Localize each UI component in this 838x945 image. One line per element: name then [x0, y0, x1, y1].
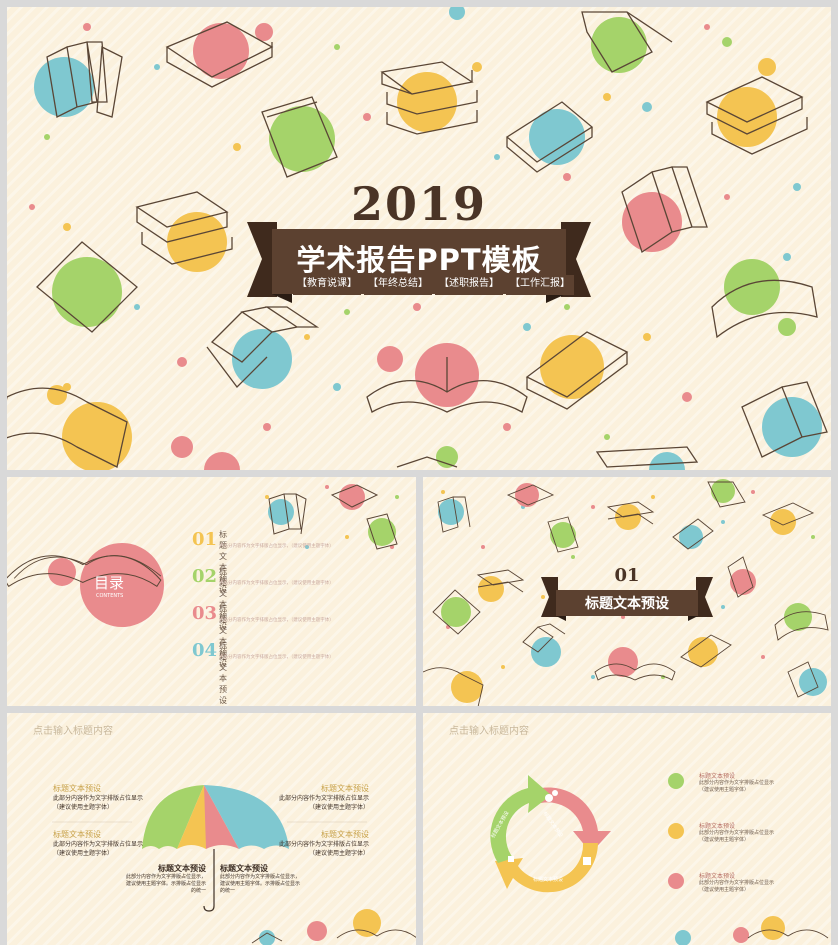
cover-tag: 【年终总结】 [364, 275, 432, 295]
section-number: 01 [614, 565, 640, 586]
umbrella-item-desc: （建议使用主题字体） [53, 850, 114, 857]
umbrella-left-item: 标题文本预设 此部分内容作为文字排版占位显示 （建议使用主题字体） [53, 829, 143, 858]
cover-title: 学术报告PPT模板 [296, 243, 542, 277]
book-doodles [7, 11, 828, 470]
cover-tags: 【教育说课】 【年终总结】 【述职报告】 【工作汇报】 [293, 275, 574, 295]
toc-item-sub: 点击分内容作为文字排版占位显示，（建议使用主题字体） [219, 618, 334, 623]
cycle-item: 标题文本预设 此部分内容作为文字排版占位显示 （建议使用主题字体） [699, 871, 774, 894]
cover-slide[interactable]: 2019 学术报告PPT模板 【教育说课】 【年终总结】 【述职报告】 【工作汇… [7, 7, 831, 470]
umbrella-item-desc: 此部分内容作为文字排版占位显示 [278, 795, 369, 802]
umbrella-item-desc: 此部分内容作为文字排版占位显示 [278, 841, 369, 848]
cover-tag: 【工作汇报】 [506, 275, 574, 295]
cycle-item-desc: 此部分内容作为文字排版占位显示 [699, 880, 775, 886]
umbrella-item-desc: 建议使用主题字体。示排版占位显示 [125, 881, 206, 887]
confetti-dots [29, 7, 801, 468]
cycle-diagram [490, 773, 829, 945]
book-doodles [268, 484, 398, 550]
cover-tag: 【述职报告】 [435, 275, 503, 295]
cycle-item-desc: （建议使用主题字体） [699, 837, 750, 843]
umbrella-item-desc: 此部分内容作为文字排版占位显示 [53, 841, 144, 848]
cycle-item-title: 标题文本预设 [699, 823, 736, 830]
umbrella-item-title: 标题文本预设 [321, 784, 369, 793]
umbrella-item-desc: 此部分内容作为文字排版占位显示， [125, 874, 206, 880]
toc-item-label: 标题文本预设 [219, 567, 227, 631]
umbrella-right-item: 标题文本预设 此部分内容作为文字排版占位显示 （建议使用主题字体） [273, 829, 369, 858]
cycle-slide[interactable]: 点击输入标题内容 标题文本预设 标题文本预设 标题文本预设 标题文本预设 此部分… [423, 713, 831, 945]
umbrella-item-desc: 的统一 [190, 888, 206, 894]
umbrella-caption: 点击输入标题内容 [33, 726, 113, 737]
confetti-dots [441, 490, 820, 689]
umbrella-item-desc: 此部分内容作为文字排版占位显示 [53, 795, 144, 802]
cycle-arc-label: 标题文本预设 [533, 877, 564, 883]
cycle-item-title: 标题文本预设 [699, 873, 736, 880]
section-title: 标题文本预设 [585, 596, 669, 612]
cycle-arrows [490, 775, 611, 893]
umbrella-handle [203, 849, 215, 912]
book-doodles [423, 479, 829, 706]
toc-slide[interactable]: 目录 CONTENTS 01 标题文本预设 点击分内容作为文字排版占位显示，（建… [7, 477, 416, 706]
legend-dots [668, 773, 684, 889]
umbrella-bottom-item: 标题文本预设 此部分内容作为文字排版占位显示， 建议使用主题字体。示排版占位显示… [220, 863, 320, 895]
cycle-item-desc: （建议使用主题字体） [699, 887, 750, 893]
umbrella-item-title: 标题文本预设 [220, 864, 268, 873]
umbrella-item-title: 标题文本预设 [158, 864, 206, 873]
umbrella-right-item: 标题文本预设 此部分内容作为文字排版占位显示 （建议使用主题字体） [273, 783, 369, 812]
umbrella-left-item: 标题文本预设 此部分内容作为文字排版占位显示 （建议使用主题字体） [53, 783, 143, 812]
cycle-item: 标题文本预设 此部分内容作为文字排版占位显示 （建议使用主题字体） [699, 771, 774, 794]
toc-item-number: 02 [192, 566, 218, 587]
cycle-item-title: 标题文本预设 [699, 773, 736, 780]
toc-item-label: 标题文本预设 [219, 604, 227, 668]
toc-title: 目录 [94, 574, 125, 592]
cover-year: 2019 [350, 177, 488, 231]
umbrella-diagram [52, 785, 416, 945]
toc-item-sub: 点击分内容作为文字排版占位显示，（建议使用主题字体） [219, 655, 334, 660]
umbrella-item-title: 标题文本预设 [321, 830, 369, 839]
toc-subtitle: CONTENTS [96, 593, 124, 599]
toc-item-number: 04 [192, 640, 218, 661]
toc-item-label: 标题文本预设 [219, 530, 227, 594]
cycle-item-desc: 此部分内容作为文字排版占位显示 [699, 830, 775, 836]
cycle-item: 标题文本预设 此部分内容作为文字排版占位显示 （建议使用主题字体） [699, 821, 774, 844]
cover-tag: 【教育说课】 [293, 275, 361, 295]
umbrella-item-desc: 此部分内容作为文字排版占位显示， [220, 874, 301, 880]
cycle-icons [508, 790, 591, 865]
toc-decoration [7, 484, 399, 627]
section-slide[interactable]: 01 标题文本预设 [423, 477, 831, 706]
cover-decoration [7, 7, 828, 470]
toc-item-label: 标题文本预设 [219, 641, 227, 705]
cycle-item-desc: 此部分内容作为文字排版占位显示 [699, 780, 775, 786]
cycle-caption: 点击输入标题内容 [449, 726, 529, 737]
umbrella-item-desc: （建议使用主题字体） [308, 850, 369, 857]
book-doodles [251, 909, 416, 945]
open-book-icon [7, 543, 164, 627]
umbrella-item-desc: （建议使用主题字体） [53, 804, 114, 811]
umbrella-canopy [142, 785, 289, 849]
cycle-item-desc: （建议使用主题字体） [699, 787, 750, 793]
book-doodles [675, 916, 829, 945]
umbrella-item-desc: （建议使用主题字体） [308, 804, 369, 811]
toc-item-number: 03 [192, 603, 218, 624]
umbrella-item-title: 标题文本预设 [53, 784, 101, 793]
confetti-dots [265, 485, 399, 549]
toc-item-number: 01 [192, 529, 218, 550]
umbrella-item-title: 标题文本预设 [53, 830, 101, 839]
umbrella-slide[interactable]: 点击输入标题内容 标题文本预设 此部分内容作为文字排版占位显示 （建议使用主题字… [7, 713, 416, 945]
section-ribbon [541, 577, 713, 621]
toc-item-sub: 点击分内容作为文字排版占位显示，（建议使用主题字体） [219, 581, 334, 586]
toc-item-sub: 点击分内容作为文字排版占位显示，（建议使用主题字体） [219, 544, 334, 549]
umbrella-item-desc: 的统一 [220, 888, 236, 894]
umbrella-item-desc: 建议使用主题字体。示排版占位显示 [220, 881, 301, 887]
section-decoration [423, 479, 829, 706]
umbrella-bottom-item: 标题文本预设 此部分内容作为文字排版占位显示， 建议使用主题字体。示排版占位显示… [110, 863, 206, 895]
